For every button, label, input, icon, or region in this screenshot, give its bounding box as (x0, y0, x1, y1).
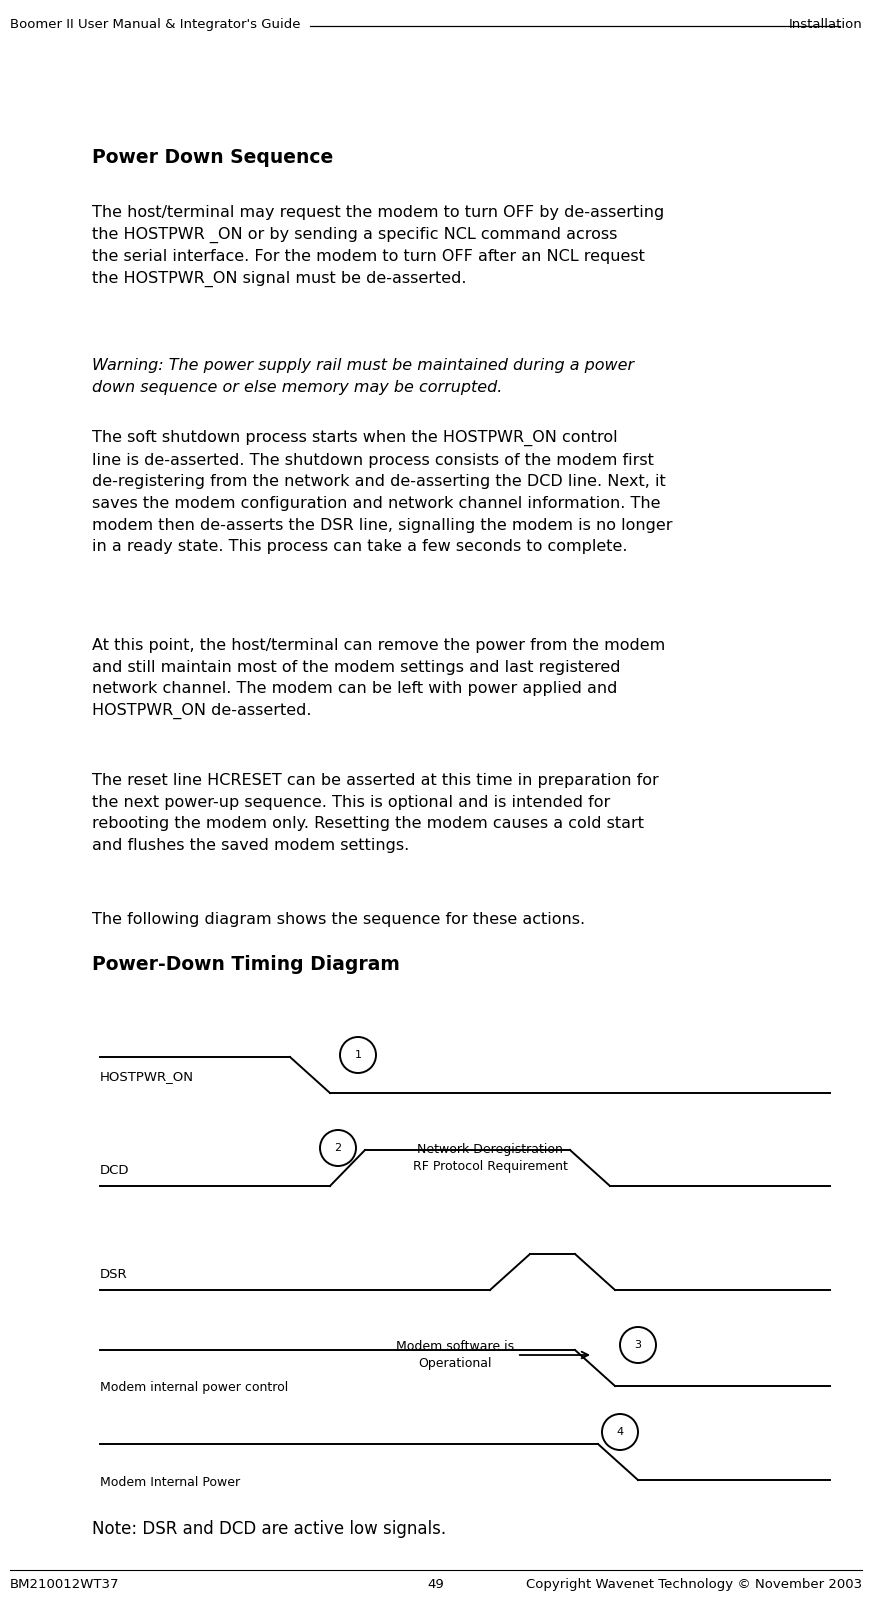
Text: Modem software is
Operational: Modem software is Operational (396, 1339, 589, 1370)
Ellipse shape (602, 1415, 638, 1450)
Text: 2: 2 (335, 1144, 342, 1153)
Text: 49: 49 (427, 1578, 445, 1591)
Text: BM210012WT37: BM210012WT37 (10, 1578, 119, 1591)
Text: The host/terminal may request the modem to turn OFF by de-asserting
the HOSTPWR : The host/terminal may request the modem … (92, 205, 664, 287)
Text: Modem Internal Power: Modem Internal Power (100, 1476, 240, 1489)
Text: 1: 1 (355, 1051, 362, 1060)
Text: The following diagram shows the sequence for these actions.: The following diagram shows the sequence… (92, 913, 585, 927)
Text: At this point, the host/terminal can remove the power from the modem
and still m: At this point, the host/terminal can rem… (92, 638, 665, 719)
Text: Power-Down Timing Diagram: Power-Down Timing Diagram (92, 954, 400, 974)
Ellipse shape (320, 1129, 356, 1166)
Text: Network Deregistration
RF Protocol Requirement: Network Deregistration RF Protocol Requi… (412, 1144, 568, 1173)
Text: Power Down Sequence: Power Down Sequence (92, 148, 333, 167)
Text: Note: DSR and DCD are active low signals.: Note: DSR and DCD are active low signals… (92, 1521, 446, 1538)
Text: The soft shutdown process starts when the HOSTPWR_ON control
line is de-asserted: The soft shutdown process starts when th… (92, 430, 672, 555)
Ellipse shape (620, 1327, 656, 1363)
Text: Modem internal power control: Modem internal power control (100, 1381, 289, 1394)
Ellipse shape (340, 1038, 376, 1073)
Text: DCD: DCD (100, 1163, 130, 1176)
Text: Installation: Installation (788, 18, 862, 30)
Text: 4: 4 (617, 1428, 623, 1437)
Text: The reset line HCRESET can be asserted at this time in preparation for
the next : The reset line HCRESET can be asserted a… (92, 773, 658, 853)
Text: Copyright Wavenet Technology © November 2003: Copyright Wavenet Technology © November … (526, 1578, 862, 1591)
Text: Boomer II User Manual & Integrator's Guide: Boomer II User Manual & Integrator's Gui… (10, 18, 301, 30)
Text: Warning: The power supply rail must be maintained during a power
down sequence o: Warning: The power supply rail must be m… (92, 358, 634, 395)
Text: HOSTPWR_ON: HOSTPWR_ON (100, 1070, 194, 1083)
Text: 3: 3 (635, 1339, 642, 1351)
Text: DSR: DSR (100, 1267, 127, 1280)
